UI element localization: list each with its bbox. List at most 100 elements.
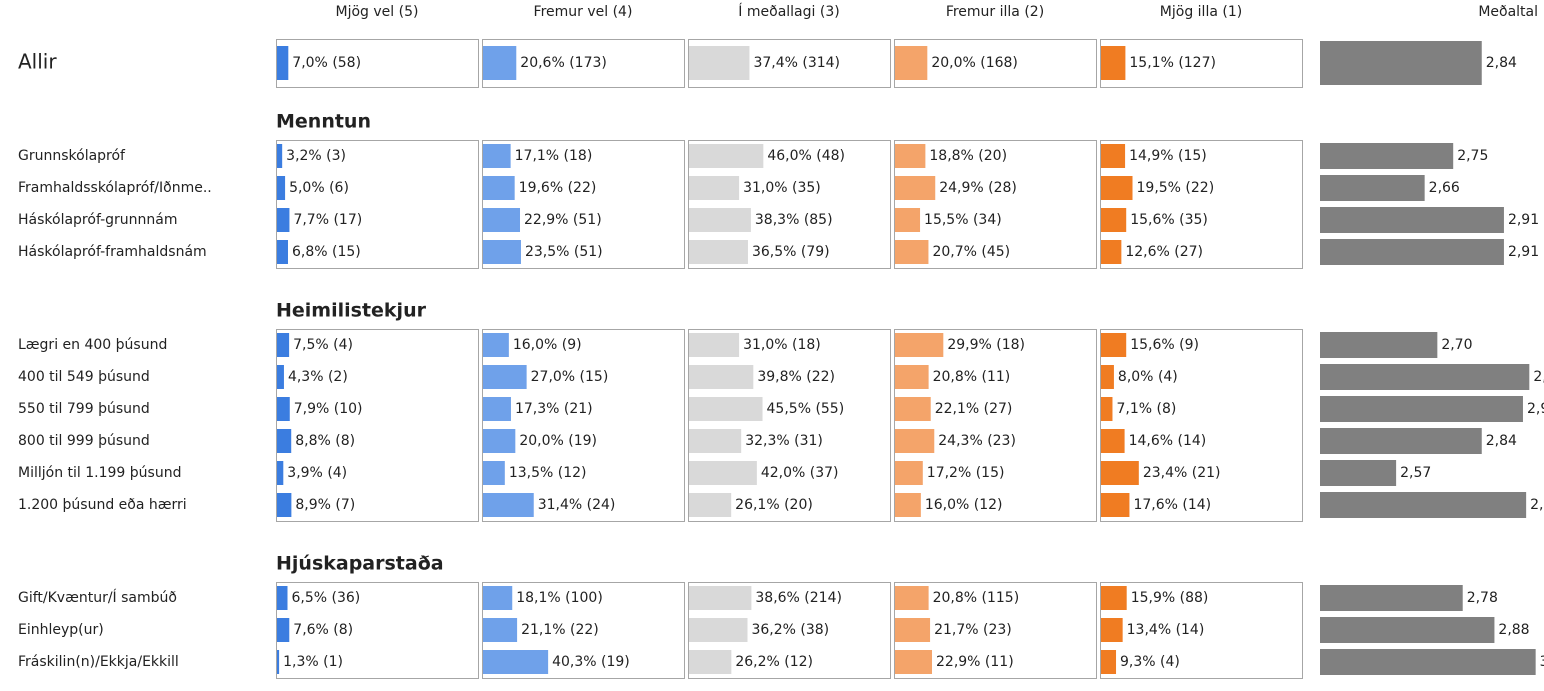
bar — [895, 429, 935, 453]
value-label: 15,5% (34) — [924, 212, 1002, 228]
mean-label: 2,99 — [1533, 369, 1544, 385]
column-header: Fremur illa (2) — [946, 4, 1044, 20]
bar — [689, 397, 763, 421]
value-label: 15,6% (9) — [1130, 337, 1199, 353]
cell-box — [482, 582, 685, 679]
value-label: 42,0% (37) — [761, 465, 839, 481]
value-label: 13,5% (12) — [509, 465, 587, 481]
bar — [1101, 493, 1130, 517]
cell-box — [276, 140, 479, 269]
bar — [1101, 618, 1123, 642]
cell-box — [1100, 140, 1303, 269]
value-label: 27,0% (15) — [531, 369, 609, 385]
row-label: 400 til 549 þúsund — [18, 369, 150, 385]
value-label: 17,1% (18) — [515, 148, 593, 164]
value-label: 15,9% (88) — [1131, 590, 1209, 606]
bar — [689, 586, 752, 610]
bar — [277, 208, 290, 232]
bar — [483, 618, 518, 642]
mean-bar — [1320, 143, 1454, 169]
bar — [483, 461, 505, 485]
value-label: 40,3% (19) — [552, 654, 630, 670]
bar — [1101, 176, 1133, 200]
bar — [277, 333, 290, 357]
bar — [689, 618, 748, 642]
value-label: 3,9% (4) — [287, 465, 347, 481]
bar — [1101, 397, 1113, 421]
mean-bar — [1320, 41, 1482, 85]
value-label: 22,9% (51) — [524, 212, 602, 228]
value-label: 31,0% (35) — [743, 180, 821, 196]
value-label: 31,4% (24) — [538, 497, 616, 513]
bar — [689, 176, 740, 200]
cell-box — [276, 329, 479, 522]
value-label: 26,2% (12) — [735, 654, 813, 670]
value-label: 13,4% (14) — [1127, 622, 1205, 638]
row-label: Fráskilin(n)/Ekkja/Ekkill — [18, 654, 179, 670]
mean-header: Meðaltal — [1478, 4, 1538, 20]
group-title: Menntun — [276, 111, 371, 133]
bar — [277, 397, 290, 421]
mean-label: 2,91 — [1508, 212, 1539, 228]
bar — [277, 429, 292, 453]
bar — [1101, 333, 1127, 357]
value-label: 23,4% (21) — [1143, 465, 1221, 481]
column-header: Í meðallagi (3) — [738, 3, 839, 20]
cell-box — [688, 582, 891, 679]
bar — [689, 144, 764, 168]
cell-box — [1100, 329, 1303, 522]
value-label: 31,0% (18) — [743, 337, 821, 353]
mean-bar — [1320, 364, 1530, 390]
bar — [895, 144, 926, 168]
bar — [895, 493, 921, 517]
value-label: 14,6% (14) — [1129, 433, 1207, 449]
value-label: 20,6% (173) — [520, 55, 607, 71]
bar — [483, 397, 511, 421]
value-label: 20,8% (11) — [933, 369, 1011, 385]
value-label: 9,3% (4) — [1120, 654, 1180, 670]
mean-bar — [1320, 649, 1536, 675]
bar — [277, 144, 283, 168]
row-label: Lægri en 400 þúsund — [18, 337, 167, 353]
bar — [895, 650, 933, 674]
value-label: 22,9% (11) — [936, 654, 1014, 670]
value-label: 3,2% (3) — [286, 148, 346, 164]
bar — [689, 333, 740, 357]
value-label: 39,8% (22) — [757, 369, 835, 385]
value-label: 23,5% (51) — [525, 244, 603, 260]
cell-box — [276, 582, 479, 679]
value-label: 4,3% (2) — [288, 369, 348, 385]
row-label: Framhaldsskólapróf/Iðnme.. — [18, 180, 212, 196]
bar — [277, 586, 288, 610]
value-label: 38,6% (214) — [755, 590, 842, 606]
bar — [483, 586, 513, 610]
cell-box — [894, 329, 1097, 522]
mean-bar — [1320, 617, 1495, 643]
column-header: Fremur vel (4) — [534, 4, 633, 20]
bar — [1101, 365, 1114, 389]
group-title: Heimilistekjur — [276, 300, 427, 322]
mean-label: 2,70 — [1441, 337, 1472, 353]
mean-bar — [1320, 585, 1463, 611]
value-label: 37,4% (314) — [753, 55, 840, 71]
mean-bar — [1320, 460, 1397, 486]
bar — [277, 493, 292, 517]
row-label: 1.200 þúsund eða hærri — [18, 497, 187, 513]
row-label: 800 til 999 þúsund — [18, 433, 150, 449]
bar — [483, 429, 516, 453]
value-label: 14,9% (15) — [1129, 148, 1207, 164]
bar — [483, 365, 527, 389]
bar — [689, 493, 732, 517]
bar — [277, 176, 286, 200]
mean-bar — [1320, 396, 1523, 422]
value-label: 6,8% (15) — [292, 244, 361, 260]
mean-label: 2,75 — [1457, 148, 1488, 164]
value-label: 5,0% (6) — [289, 180, 349, 196]
bar — [895, 208, 921, 232]
value-label: 7,5% (4) — [293, 337, 353, 353]
bar — [895, 46, 928, 80]
column-header: Mjög illa (1) — [1160, 4, 1242, 20]
mean-bar — [1320, 332, 1438, 358]
cell-box — [688, 140, 891, 269]
